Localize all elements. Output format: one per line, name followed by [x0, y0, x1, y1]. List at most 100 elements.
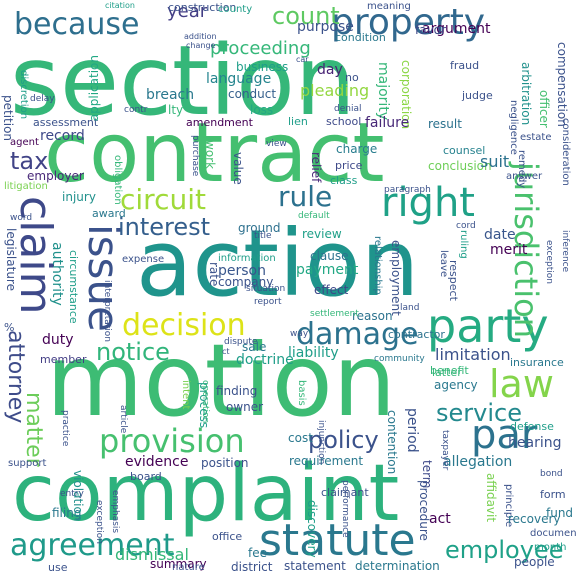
word-word: word	[10, 213, 33, 223]
word-contr: contr	[124, 105, 148, 115]
word-amendment: amendment	[186, 116, 253, 129]
word-judge: judge	[462, 89, 493, 102]
word-estate: estate	[520, 132, 552, 143]
word-fund: fund	[546, 506, 574, 520]
word-provision: provision	[99, 422, 245, 460]
word-consideration: consideration	[560, 118, 571, 186]
word-position: position	[201, 456, 249, 470]
word-process: process	[197, 382, 211, 429]
word-ground: ground	[238, 221, 281, 235]
word-situation: situation	[246, 284, 286, 294]
word-interpretation: interpretation	[102, 280, 112, 343]
word-attorney: attorney	[3, 330, 28, 424]
word-office: office	[212, 530, 243, 543]
word-cost: cost	[288, 431, 313, 445]
word-fraud: fraud	[450, 59, 480, 72]
word-procedure: procedure	[417, 480, 431, 541]
word-circuit: circuit	[120, 183, 206, 216]
word-violation: violation	[71, 470, 85, 522]
word-statute: statute	[259, 515, 416, 566]
word-damage: damage	[296, 317, 419, 352]
word-agreement: agreement	[10, 528, 175, 563]
word-count: count	[272, 2, 340, 30]
word-sale: sale	[242, 340, 267, 354]
word-construction: construction	[168, 1, 237, 14]
word-record: record	[40, 128, 85, 144]
word-citation: citation	[105, 1, 135, 10]
word-property: property	[331, 2, 486, 43]
word-because: because	[14, 7, 140, 42]
word-par: par	[471, 412, 538, 458]
word-school: school	[326, 115, 362, 128]
word-price: price	[335, 159, 363, 172]
word-nature: nature	[172, 562, 205, 573]
word-lien: lien	[288, 115, 308, 128]
word-emphasis: emphasis	[110, 490, 120, 534]
word-reason: reason	[352, 309, 393, 323]
word-party: party	[427, 299, 549, 353]
word-agency: agency	[434, 378, 478, 392]
word-injury: injury	[62, 190, 96, 204]
word-contractor: contractor	[388, 328, 445, 341]
word-paragraph: paragraph	[384, 185, 431, 195]
word-notice: notice	[96, 338, 170, 366]
word-class: class	[330, 174, 358, 187]
word-decision: decision	[122, 308, 246, 343]
word-benefit: benefit	[430, 364, 469, 377]
word-respect: respect	[447, 260, 460, 301]
word-motion: motion	[46, 322, 397, 439]
word-value: value	[231, 152, 245, 185]
word-relationship: relationship	[372, 236, 383, 295]
word-merit: merit	[490, 242, 528, 258]
word-delay: delay	[30, 94, 55, 104]
word-expense: expense	[122, 254, 165, 265]
word-counsel: counsel	[443, 144, 486, 157]
word-district: district	[231, 560, 273, 574]
word-no: no	[345, 71, 359, 84]
word-statement: statement	[284, 559, 346, 573]
word-corporation: corporation	[399, 60, 413, 130]
word-community: community	[374, 354, 425, 364]
word-lty: lty	[168, 103, 184, 117]
word-remedy: remedy	[516, 150, 527, 189]
word-proceeding: proceeding	[210, 38, 311, 59]
word-member: member	[40, 353, 87, 366]
word-authority: authority	[49, 242, 65, 306]
word-period: period	[404, 408, 420, 453]
word-business: business	[236, 60, 289, 74]
word-form: form	[540, 488, 566, 501]
word-injunction: injunction	[316, 420, 326, 465]
word-year: year	[167, 1, 208, 22]
word-charge: charge	[336, 142, 378, 156]
word-discovery: discovery	[305, 500, 319, 558]
word-company: company	[218, 275, 274, 289]
word-people: people	[514, 555, 555, 569]
word-service: service	[436, 399, 522, 427]
word-legislature: legislature	[4, 228, 18, 291]
word-limitation: limitation	[435, 345, 511, 364]
word-month: month	[534, 542, 567, 553]
word-obligation: obligation	[112, 155, 123, 205]
word-employee: employee	[445, 536, 564, 564]
word-latter: latter	[432, 366, 462, 379]
word-jurisdiction: jurisdiction	[507, 162, 545, 338]
word-board: board	[130, 470, 162, 483]
word-dispute: dispute	[224, 337, 258, 347]
word-award: award	[92, 207, 126, 220]
word-allegation: allegation	[443, 454, 513, 470]
word-tax: tax	[10, 147, 49, 175]
word-conclusion: conclusion	[428, 159, 492, 173]
word-complaint: complaint	[12, 449, 400, 539]
word-finding: finding	[216, 384, 258, 398]
word-relief: relief	[309, 152, 323, 183]
word-law: law	[489, 362, 554, 406]
word-loss: loss	[250, 103, 274, 117]
word-review: review	[302, 227, 342, 241]
word-dismissal: dismissal	[115, 545, 189, 564]
word-document: document	[530, 528, 576, 539]
word-defense: defense	[510, 420, 554, 433]
word-operation: operation	[200, 380, 210, 424]
word-answer: answer	[506, 171, 543, 182]
word-argument: argument	[422, 21, 491, 37]
word-meaning: meaning	[367, 1, 411, 12]
